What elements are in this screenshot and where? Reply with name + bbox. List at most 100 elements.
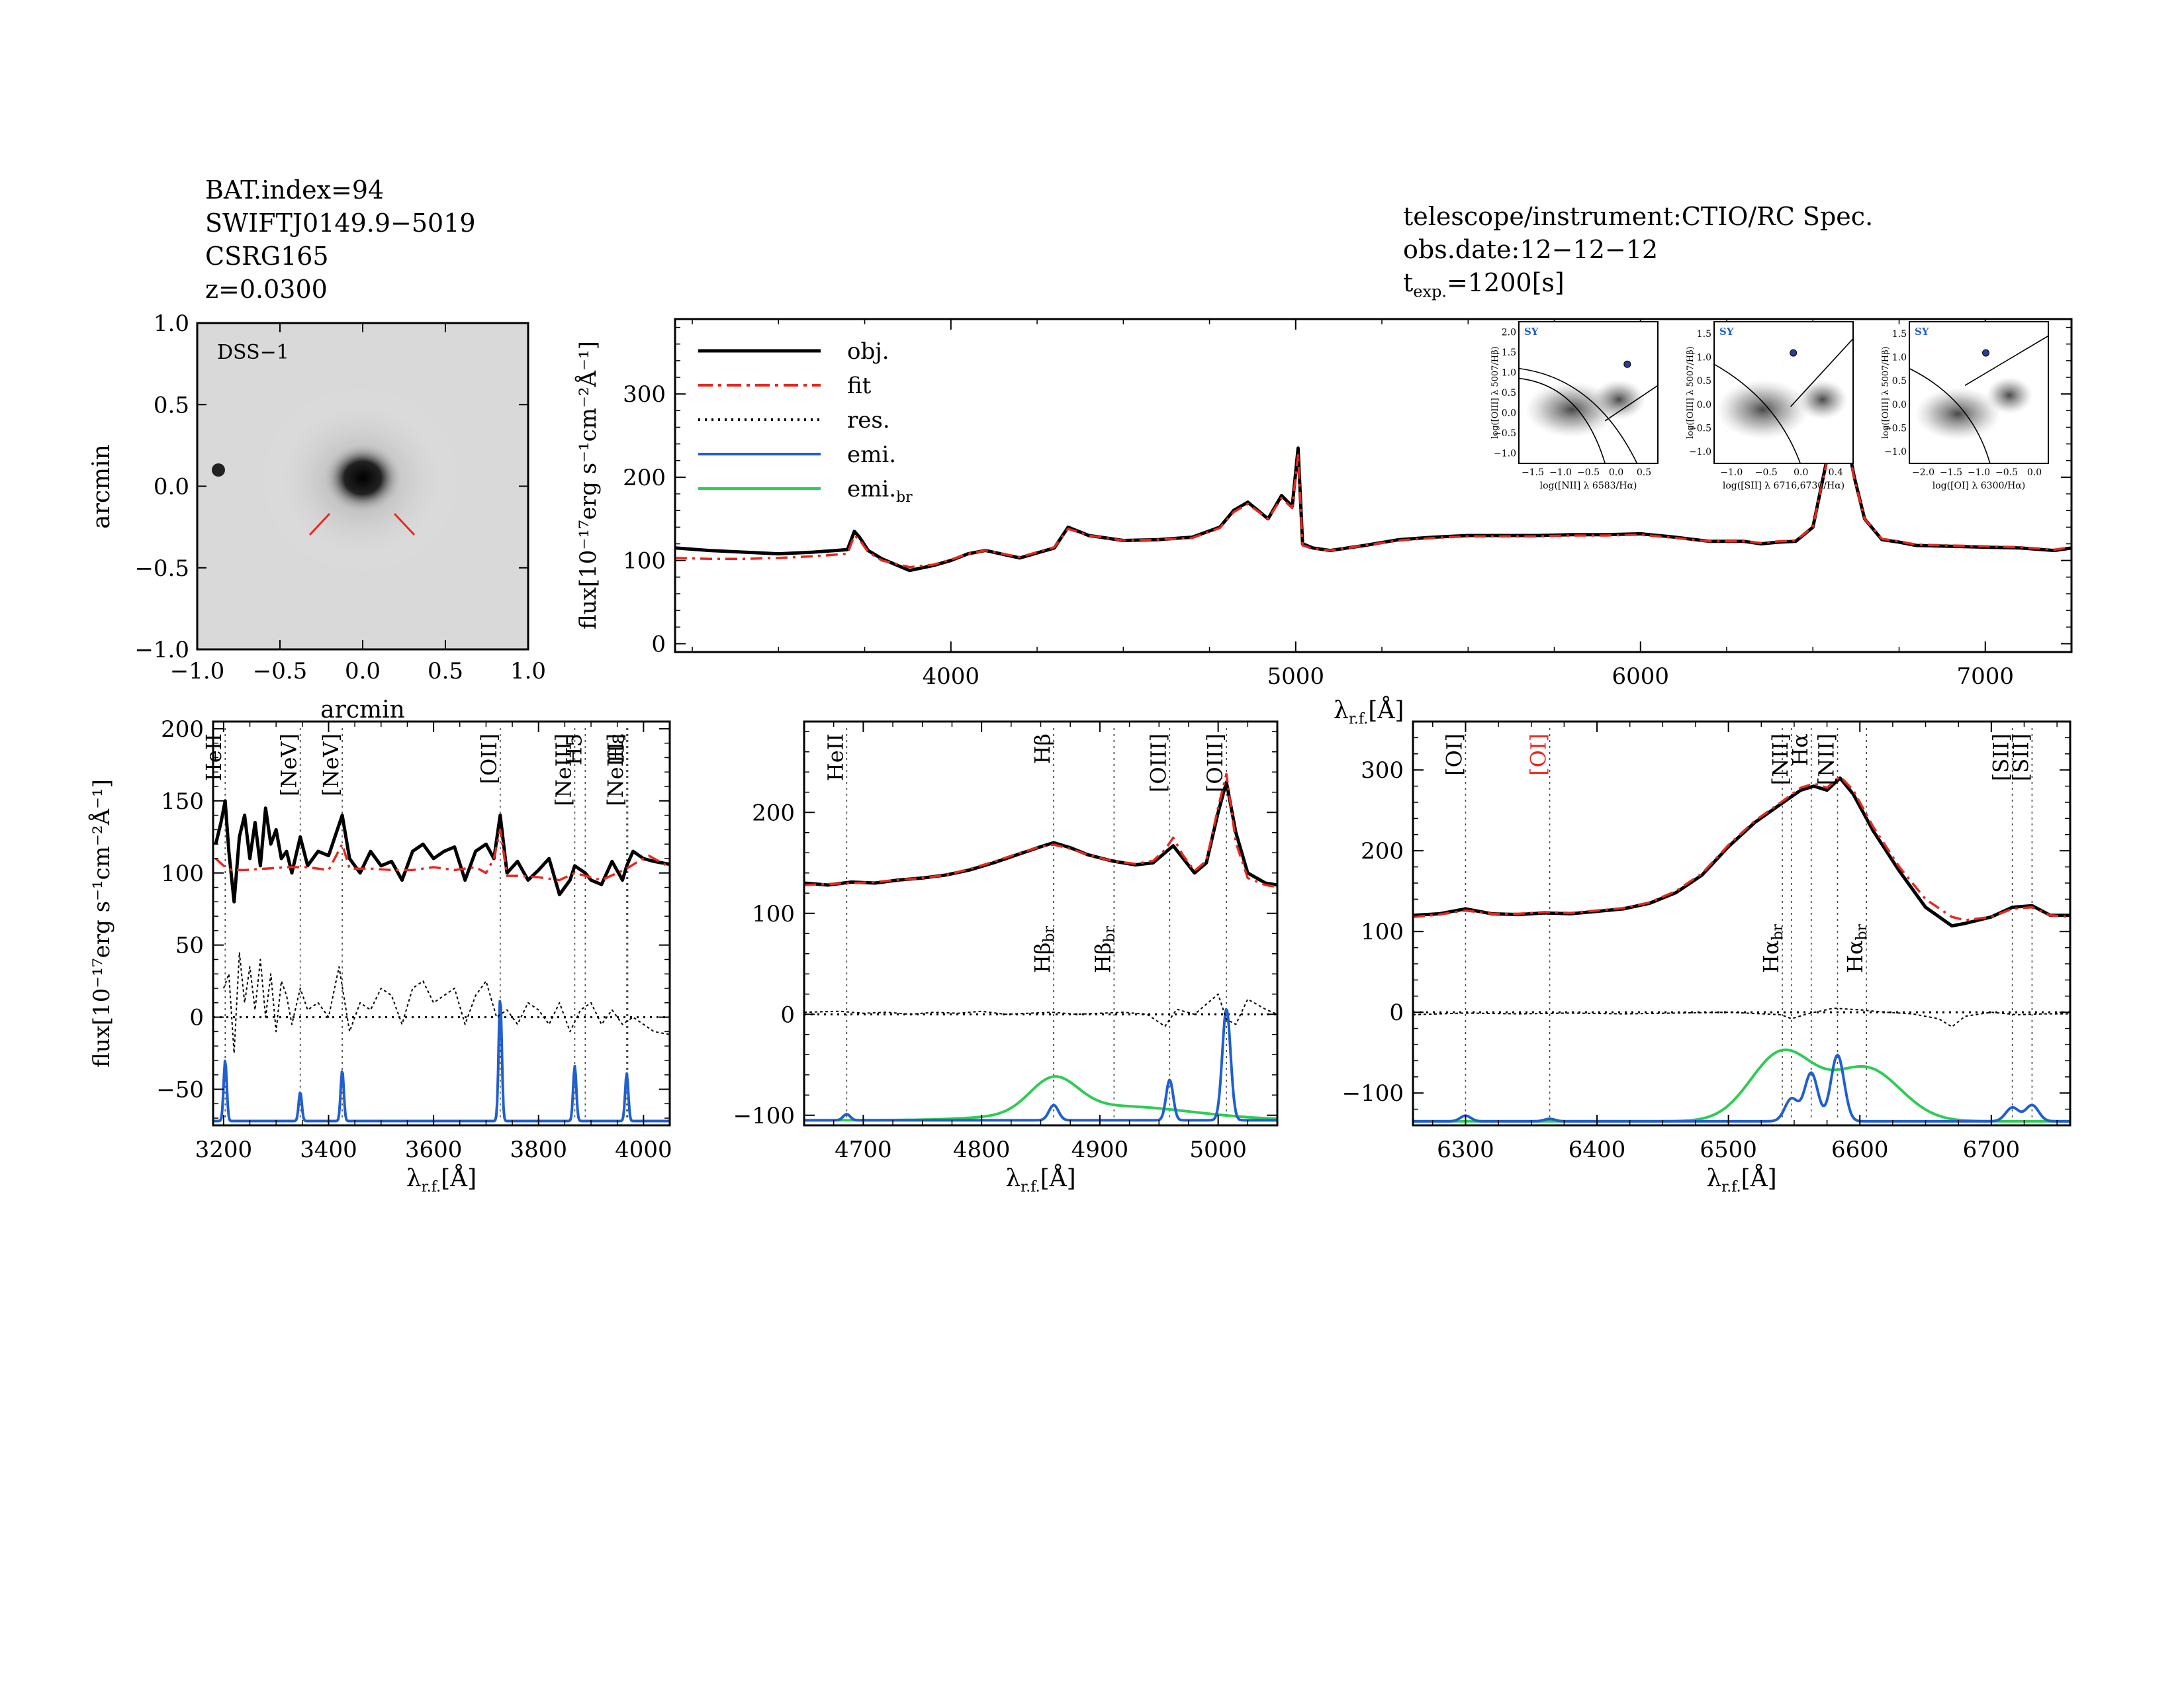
bpt-demarcation	[1518, 377, 1606, 464]
spectrum-panel-hbeta: 4700 4800 4900 5000 −100 0 100 200 HeII Hβ [OIII] […	[733, 720, 1279, 1196]
cutout-xtick-label: 1.0	[510, 658, 546, 684]
bpt-ytick-label: 1.0	[1697, 353, 1711, 363]
bpt-seyfert-line	[1790, 338, 1854, 407]
bpt-sy-label: SY	[1524, 326, 1539, 338]
marker-right	[393, 512, 416, 536]
x-tick-label: 6700	[1963, 1137, 2021, 1163]
bat-index: BAT.index=94	[205, 175, 385, 205]
x-label-lambda: λ	[1334, 697, 1349, 724]
bpt-diagram: SY −1.5 −1.0 −0.5 0.0 0.5 −1.0 −0.5 0.0 0.5 1.0 1.5…	[1490, 321, 1659, 491]
bpt-xtick-label: −1.5	[1940, 467, 1962, 478]
bpt-demarcation	[1909, 367, 1991, 464]
bpt-frame	[1909, 321, 2049, 464]
x-tick-label: 5000	[1189, 1137, 1247, 1163]
bpt-xtick-label: −0.5	[1755, 467, 1778, 478]
line-label: [OI]	[1526, 733, 1551, 776]
x-label-unit: [Å]	[1040, 1164, 1076, 1192]
legend-label: res.	[847, 407, 890, 434]
x-label-sub: r.f.	[422, 1179, 441, 1196]
line-label: Hα	[1788, 733, 1813, 767]
panel-plot-area	[804, 728, 1277, 1122]
emi-br-line	[804, 1075, 1277, 1122]
y-tick-label: −100	[1342, 1080, 1404, 1107]
cutout-ylabel: arcmin	[88, 444, 115, 529]
bpt-ytick-label: 0.5	[1892, 376, 1907, 387]
instrument: telescope/instrument:CTIO/RC Spec.	[1403, 202, 1874, 231]
legend-label: fit	[847, 373, 872, 399]
bpt-xtick-label: 0.0	[1609, 467, 1623, 478]
bpt-xlabel: log([OI] λ 6300/Hα)	[1933, 481, 2026, 491]
x-tick-label: 4800	[953, 1137, 1011, 1163]
bpt-source-dot	[1790, 349, 1797, 357]
obj-line	[214, 799, 670, 904]
y-tick-label: 200	[161, 716, 204, 743]
bpt-demarcation	[1518, 367, 1638, 464]
y-tick-label: 50	[175, 933, 204, 959]
bpt-xtick-label: 0.4	[1829, 467, 1843, 478]
line-label: HeII	[201, 733, 226, 781]
x-tick-label: 6300	[1437, 1137, 1494, 1163]
bpt-xtick-label: 0.0	[2027, 467, 2042, 478]
y-tick-label: 150	[161, 788, 204, 815]
obj-line	[804, 780, 1277, 887]
line-label: [NeV]	[318, 733, 343, 796]
bpt-ytick-label: −1.0	[1689, 447, 1711, 457]
y-tick-label: 100	[161, 861, 204, 887]
y-axis-label: flux[10⁻¹⁷erg s⁻¹cm⁻²Å⁻¹]	[88, 779, 115, 1068]
x-tick-label: 3200	[195, 1137, 253, 1163]
bpt-diagram: SY−1.0 −0.5 0.0 0.4−1.0−0.50.00.51.01.5log(…	[1686, 321, 1854, 491]
bpt-ytick-label: −1.0	[1884, 447, 1907, 457]
dss-image-panel: DSS−1 −1.0−1.0 −0.5 −0.5 0.0 0.0 0.5 0.5 1.0 1.0…	[88, 310, 546, 724]
line-label: [SII]	[1989, 733, 2014, 781]
texp-prefix: t	[1403, 268, 1414, 297]
x-label-sub: r.f.	[1021, 1179, 1040, 1196]
star-source	[212, 463, 225, 477]
line-label-main: Hα	[1758, 940, 1784, 973]
texp-value: =1200[s]	[1447, 268, 1565, 297]
emi-line	[1413, 1053, 2070, 1123]
bpt-ytick-label: −0.5	[1494, 428, 1516, 439]
line-label: Hαbr	[1843, 923, 1870, 973]
x-tick-label: 3800	[510, 1137, 567, 1163]
bpt-density	[1592, 379, 1646, 420]
bpt-source-dot	[1623, 360, 1631, 368]
x-label-unit: [Å]	[441, 1164, 477, 1192]
bpt-density	[1716, 379, 1809, 440]
cutout-ytick-label: −0.5	[134, 555, 189, 582]
bpt-ytick-label: −0.5	[1689, 424, 1711, 434]
line-label: [NeIII]	[551, 733, 576, 806]
cutout-xtick-label: −1.0	[170, 658, 225, 684]
line-label: [NII]	[1813, 733, 1839, 785]
y-tick-label: 200	[623, 465, 666, 491]
residual-line	[804, 993, 1277, 1027]
line-label: Hαbr	[1758, 923, 1786, 973]
galaxy-core	[322, 442, 404, 514]
bpt-xtick-label: −1.0	[1720, 467, 1743, 478]
bpt-density	[1915, 387, 2001, 441]
x-tick-label: 6500	[1700, 1137, 1757, 1163]
x-tick-label: 6000	[1612, 663, 1669, 690]
line-label: [OIII]	[1146, 733, 1171, 792]
bpt-ytick-label: 0.0	[1697, 400, 1711, 410]
legend-label: emi.	[847, 442, 896, 468]
panel-frame	[1412, 720, 2071, 1127]
y-tick-label: 0	[651, 631, 666, 657]
bpt-seyfert-line	[1964, 335, 2049, 386]
cutout-ytick-label: 1.0	[154, 310, 189, 337]
emi-line	[804, 1008, 1277, 1122]
x-label-unit: [Å]	[1368, 696, 1404, 724]
line-label: HeII	[823, 733, 848, 781]
swift-name: SWIFTJ0149.9−5019	[205, 209, 476, 238]
fit-line	[804, 773, 1277, 888]
cutout-xlabel: arcmin	[320, 696, 405, 724]
legend-label: obj.	[847, 338, 889, 365]
y-axis-label: flux[10⁻¹⁷erg s⁻¹cm⁻²Å⁻¹]	[574, 341, 602, 630]
y-tick-label: 0	[1389, 1000, 1404, 1026]
line-label: [OII]	[477, 733, 502, 784]
line-label: Hβbr	[1090, 926, 1118, 973]
fit-line	[1413, 775, 2070, 921]
line-label-main: Hβ	[1090, 943, 1115, 973]
x-tick-label: 6600	[1831, 1137, 1889, 1163]
